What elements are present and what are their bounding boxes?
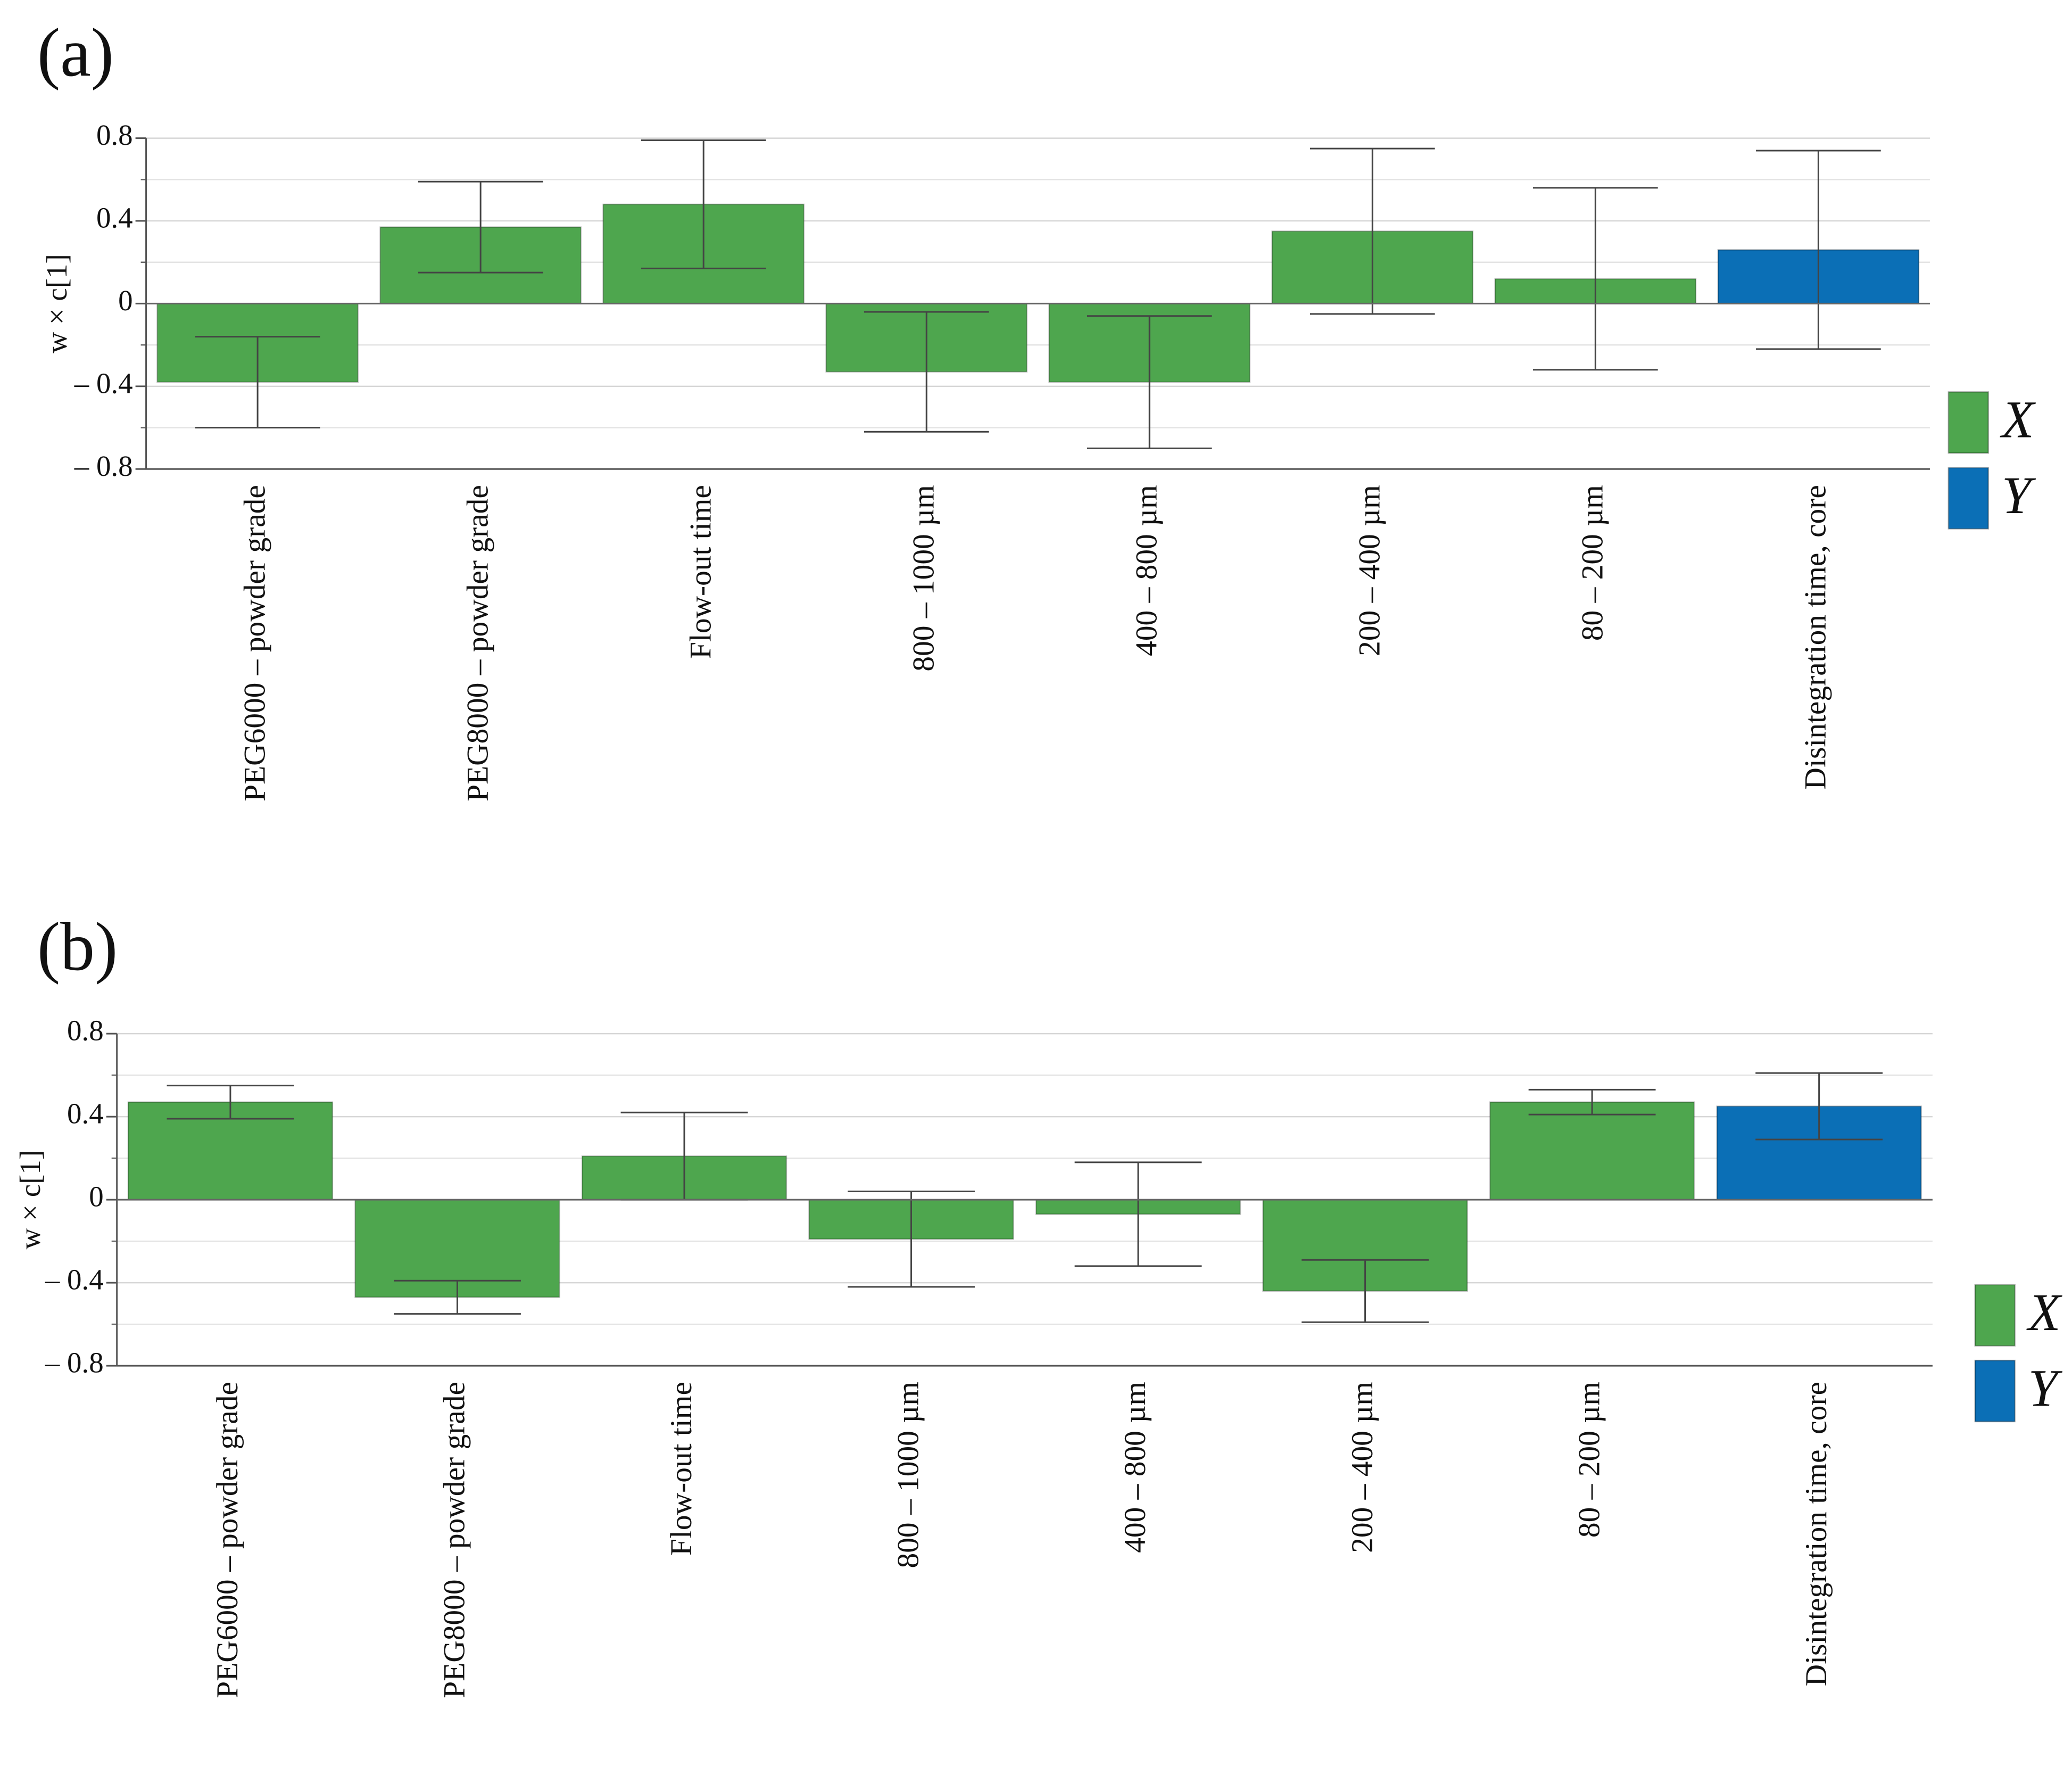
x-tick-label: 400 – 800 µm: [1130, 485, 1163, 656]
x-tick-label: Disintegration time, core: [1800, 1382, 1833, 1686]
y-tick-label: 0.8: [96, 119, 133, 151]
x-tick-label: PEG8000 – powder grade: [461, 485, 494, 802]
x-tick-label: 200 – 400 µm: [1353, 485, 1386, 656]
x-tick-label: PEG6000 – powder grade: [211, 1382, 244, 1698]
legend-label: X: [2026, 1283, 2063, 1342]
y-tick-label: 0.4: [96, 202, 133, 234]
x-tick-label: 800 – 1000 µm: [907, 485, 940, 671]
x-tick-label: 800 – 1000 µm: [892, 1382, 925, 1568]
legend-label: Y: [2002, 466, 2036, 525]
x-tick-label: PEG8000 – powder grade: [438, 1382, 471, 1698]
legend-swatch: [1947, 391, 1989, 454]
legend-label: Y: [2028, 1358, 2063, 1417]
y-tick-label: 0.8: [67, 1014, 104, 1047]
y-axis-label: w × c[1]: [40, 254, 73, 353]
x-tick-label: Disintegration time, core: [1799, 485, 1833, 789]
legend-swatch: [1974, 1359, 2016, 1423]
x-tick-label: 200 – 400 µm: [1346, 1382, 1379, 1553]
y-tick-label: – 0.4: [45, 1264, 104, 1296]
x-tick-label: 80 – 200 µm: [1576, 485, 1610, 641]
panel-label: (a): [37, 14, 114, 91]
legend-label: X: [2000, 390, 2036, 449]
y-tick-label: – 0.8: [74, 450, 133, 482]
x-tick-label: Flow-out time: [684, 485, 717, 659]
x-tick-label: 400 – 800 µm: [1118, 1382, 1152, 1553]
x-tick-label: 80 – 200 µm: [1572, 1382, 1606, 1538]
y-tick-label: 0: [89, 1180, 103, 1213]
panel-label: (b): [37, 909, 118, 985]
y-tick-label: 0.4: [67, 1097, 104, 1130]
y-tick-label: 0: [118, 284, 132, 317]
legend-swatch: [1947, 467, 1989, 530]
y-axis-label: w × c[1]: [14, 1150, 46, 1249]
y-tick-label: – 0.8: [45, 1347, 104, 1379]
y-tick-label: – 0.4: [74, 367, 133, 399]
legend-swatch: [1974, 1284, 2016, 1347]
x-tick-label: PEG6000 – powder grade: [238, 485, 271, 802]
x-tick-label: Flow-out time: [665, 1382, 698, 1556]
bar: [1489, 1101, 1695, 1201]
